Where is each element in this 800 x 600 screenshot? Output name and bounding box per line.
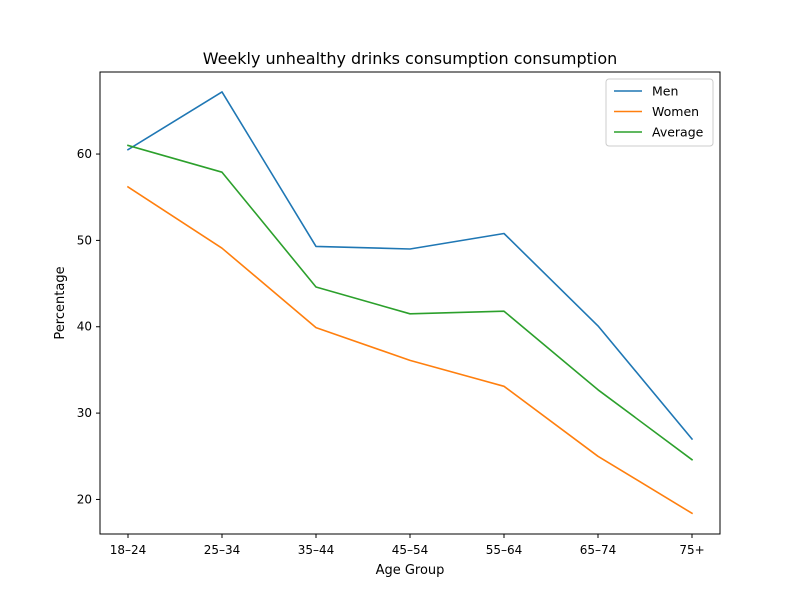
x-tick-label: 65–74 xyxy=(580,543,617,557)
y-tick-label: 30 xyxy=(77,406,92,420)
series-lines xyxy=(126,91,694,515)
series-line-men xyxy=(126,91,694,441)
legend-box xyxy=(605,78,714,147)
legend: Men Women Average xyxy=(605,78,714,147)
x-axis-label: Age Group xyxy=(376,563,445,578)
y-axis-ticks: 20 30 40 50 60 xyxy=(77,147,100,506)
x-tick-label: 45–54 xyxy=(392,543,429,557)
series-line-average xyxy=(127,144,694,461)
x-tick-label: 55–64 xyxy=(486,543,523,557)
x-axis-ticks: 18–24 25–34 35–44 45–54 55–64 65–74 75+ xyxy=(110,534,705,557)
x-tick-label: 75+ xyxy=(679,543,704,557)
legend-label-average: Average xyxy=(652,125,704,140)
legend-label-women: Women xyxy=(652,104,699,119)
y-tick-label: 20 xyxy=(77,492,92,506)
x-tick-label: 25–34 xyxy=(204,543,241,557)
legend-label-men: Men xyxy=(652,84,678,99)
x-tick-label: 35–44 xyxy=(298,543,335,557)
plot-area: 20 30 40 50 60 18–24 25–34 35–44 45–54 55–64 65–7… xyxy=(77,71,721,557)
series-line-women xyxy=(126,185,694,515)
legend-items: Men Women Average xyxy=(614,84,704,140)
y-tick-label: 50 xyxy=(77,233,92,247)
y-tick-label: 60 xyxy=(77,147,92,161)
chart-title: Weekly unhealthy drinks consumption cons… xyxy=(203,49,618,68)
y-axis-label: Percentage xyxy=(53,266,68,339)
x-tick-label: 18–24 xyxy=(110,543,147,557)
y-tick-label: 40 xyxy=(77,320,92,334)
